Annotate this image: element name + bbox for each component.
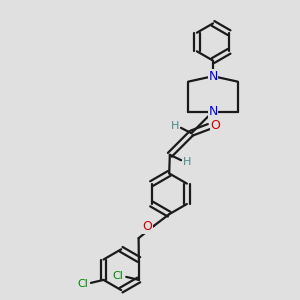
Text: Cl: Cl: [112, 271, 123, 281]
Text: O: O: [143, 220, 152, 233]
Text: H: H: [183, 157, 191, 167]
Text: Cl: Cl: [77, 279, 88, 289]
Text: H: H: [171, 121, 180, 131]
Text: O: O: [211, 118, 220, 132]
Text: N: N: [208, 105, 218, 118]
Text: N: N: [208, 70, 218, 83]
